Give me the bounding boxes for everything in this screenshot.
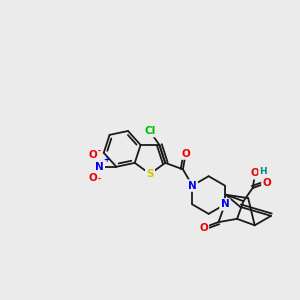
Text: O: O xyxy=(88,173,97,183)
Text: O: O xyxy=(199,223,208,232)
Text: O: O xyxy=(251,168,260,178)
Text: N: N xyxy=(95,162,104,172)
Text: H: H xyxy=(260,167,267,176)
Text: N: N xyxy=(220,200,229,209)
Text: -: - xyxy=(98,175,101,184)
Text: O: O xyxy=(88,150,97,161)
Text: +: + xyxy=(103,155,109,164)
Text: O: O xyxy=(181,148,190,159)
Text: N: N xyxy=(188,181,197,190)
Text: Cl: Cl xyxy=(144,126,155,136)
Text: S: S xyxy=(146,169,154,179)
Text: -: - xyxy=(98,146,101,155)
Text: O: O xyxy=(262,178,271,188)
